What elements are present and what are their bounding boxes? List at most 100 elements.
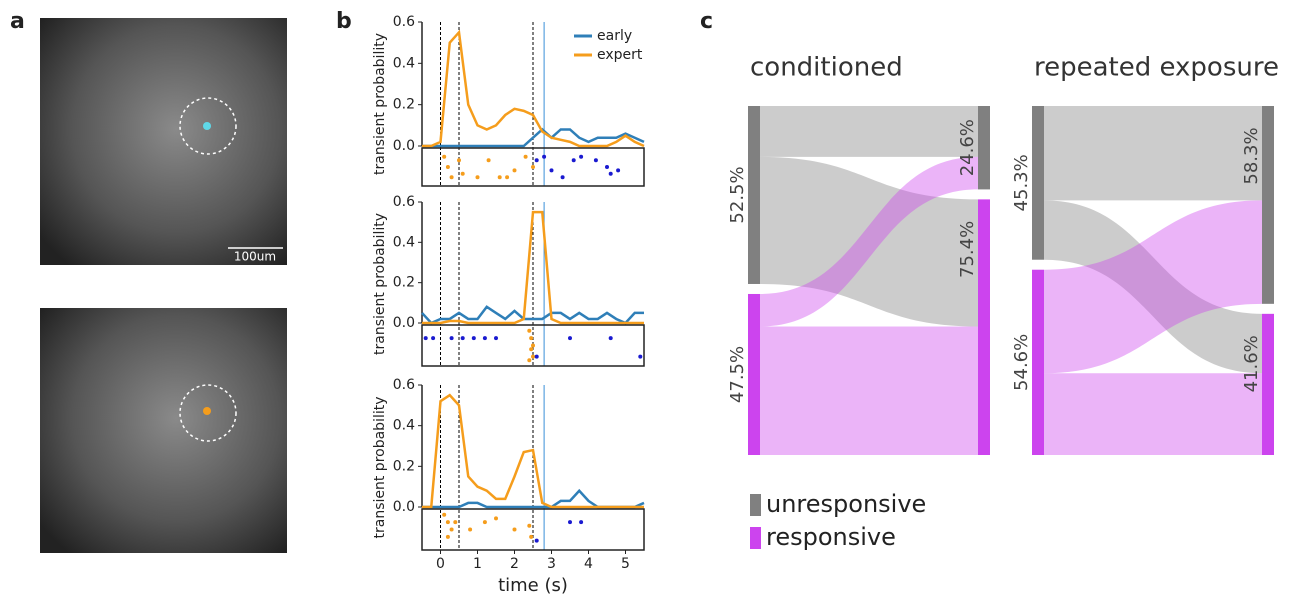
micrograph — [40, 308, 287, 553]
y-tick-label: 0.4 — [393, 55, 415, 71]
node-label: 24.6% — [957, 119, 978, 176]
raster-dot — [494, 336, 498, 341]
raster-dot — [460, 336, 465, 341]
raster-dot — [608, 171, 613, 176]
y-axis-label: transient probability — [372, 33, 388, 175]
raster-dot — [529, 336, 534, 341]
y-axis-label: transient probability — [372, 396, 388, 538]
legend-swatch — [750, 527, 761, 549]
raster-box — [421, 508, 645, 551]
raster-dot — [568, 520, 572, 525]
raster-dot — [531, 354, 535, 359]
y-tick-label: 0.0 — [393, 315, 415, 331]
raster-dot — [431, 336, 436, 341]
raster-box — [421, 147, 645, 187]
raster-dot — [527, 328, 532, 333]
sankey-flow — [1044, 200, 1262, 374]
raster-dot — [616, 168, 621, 173]
raster-dot — [486, 158, 491, 163]
y-tick-label: 0.2 — [393, 458, 415, 474]
raster-dot — [494, 516, 498, 521]
panel-label: c — [700, 9, 713, 34]
x-tick-label: 2 — [510, 556, 519, 572]
micrograph — [40, 18, 287, 265]
sankey-flow — [1044, 200, 1262, 374]
raster-dot — [457, 158, 461, 163]
panel-a-images: 100um — [40, 18, 287, 553]
series-line — [422, 488, 645, 509]
raster-dot — [449, 527, 454, 532]
raster-dot — [523, 154, 528, 159]
raster-dot — [471, 336, 476, 341]
sankey-node — [748, 106, 760, 284]
raster-dot — [512, 527, 517, 532]
sankey-flow — [760, 106, 978, 157]
y-tick-label: 0.4 — [393, 234, 415, 250]
legend-swatch — [750, 494, 761, 516]
y-tick-label: 0.2 — [393, 97, 415, 113]
raster-dot — [549, 168, 554, 173]
y-tick-label: 0.2 — [393, 275, 415, 291]
sankey-node — [1262, 106, 1274, 304]
raster-dot — [442, 154, 447, 159]
series-line — [422, 127, 645, 148]
sankey-node — [978, 106, 990, 190]
series-line — [421, 305, 644, 325]
series-line — [422, 29, 645, 148]
raster-dot — [568, 336, 572, 341]
raster-dot — [608, 336, 613, 341]
raster-dot — [445, 520, 450, 525]
roi-circle — [179, 384, 237, 442]
raster-dot — [512, 168, 517, 173]
sankey-node — [1032, 269, 1044, 455]
node-label: 41.6% — [1241, 335, 1262, 392]
x-axis-label: time (s) — [498, 575, 568, 596]
y-tick-label: 0.0 — [393, 138, 415, 154]
raster-dot — [482, 336, 487, 341]
legend-label: expert — [597, 47, 643, 63]
raster-dot — [542, 154, 547, 159]
cell-marker — [203, 407, 211, 415]
sankey-node — [1262, 313, 1274, 455]
sankey-flow — [1044, 106, 1262, 201]
series-line — [422, 210, 644, 325]
sankey-title: repeated exposure — [1034, 53, 1279, 83]
node-label: 52.5% — [727, 166, 748, 223]
sankey-flow — [760, 156, 978, 327]
raster-dot — [527, 523, 532, 528]
y-tick-label: 0.6 — [393, 14, 415, 30]
series-line — [422, 393, 644, 509]
raster-dot — [534, 354, 539, 359]
sankey-flow — [760, 326, 978, 455]
raster-dot — [638, 354, 643, 359]
panel-label: b — [336, 9, 352, 34]
legend-label: unresponsive — [766, 490, 926, 518]
node-label: 58.3% — [1241, 127, 1262, 184]
raster-dot — [468, 527, 473, 532]
raster-dot — [475, 175, 480, 180]
raster-dot — [534, 158, 539, 163]
raster-dot — [571, 158, 576, 163]
raster-dot — [605, 165, 609, 169]
x-tick-label: 5 — [621, 556, 630, 572]
legend-label: early — [597, 28, 632, 44]
raster-dot — [497, 175, 502, 180]
sankey-node — [978, 199, 990, 455]
raster-dot — [445, 165, 450, 169]
charts: 0.0 0.2 0.4 0.6 transient probability early ex… — [372, 14, 1279, 596]
node-label: 54.6% — [1011, 334, 1032, 391]
roi-circle — [179, 97, 237, 155]
sankey-node — [1032, 106, 1044, 260]
raster-dot — [593, 158, 598, 163]
raster-dot — [482, 520, 487, 525]
node-label: 45.3% — [1011, 154, 1032, 211]
raster-dot — [527, 358, 532, 363]
raster-dot — [579, 154, 584, 159]
panel-label: a — [10, 9, 25, 34]
x-tick-label: 3 — [547, 556, 556, 572]
raster-dot — [579, 520, 584, 525]
node-label: 75.4% — [957, 221, 978, 278]
y-axis-label: transient probability — [372, 213, 388, 355]
sankey-flow — [760, 156, 978, 327]
